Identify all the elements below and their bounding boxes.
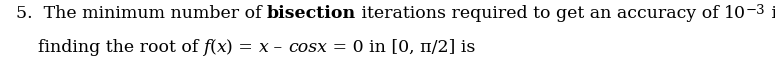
Text: cosx: cosx [288,39,327,56]
Text: finding the root of: finding the root of [16,39,203,56]
Text: = 0 in [0, π/2] is: = 0 in [0, π/2] is [327,39,475,56]
Text: x: x [259,39,268,56]
Text: bisection: bisection [267,5,356,22]
Text: 5.  The minimum number of: 5. The minimum number of [16,5,267,22]
Text: –: – [268,39,288,56]
Text: 10: 10 [724,5,746,22]
Text: (: ( [210,39,216,56]
Text: −3: −3 [746,4,766,17]
Text: ) =: ) = [226,39,259,56]
Text: in: in [766,5,775,22]
Text: iterations required to get an accuracy of: iterations required to get an accuracy o… [356,5,724,22]
Text: x: x [216,39,226,56]
Text: f: f [203,39,210,56]
